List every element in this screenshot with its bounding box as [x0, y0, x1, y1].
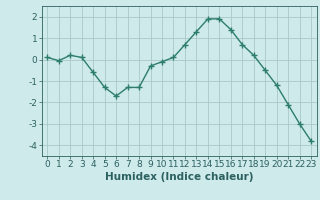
X-axis label: Humidex (Indice chaleur): Humidex (Indice chaleur) — [105, 172, 253, 182]
